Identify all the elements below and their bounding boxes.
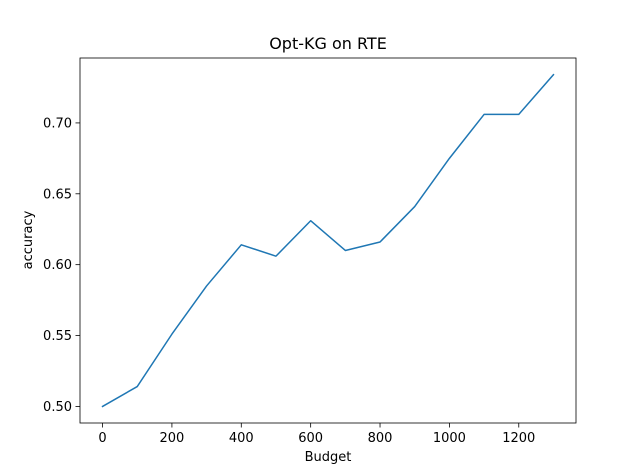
y-tick-label: 0.50 <box>43 400 72 415</box>
x-tick-label: 0 <box>98 431 106 446</box>
series-line-0 <box>101 73 555 408</box>
y-tick-label: 0.55 <box>43 329 72 344</box>
chart-title: Opt-KG on RTE <box>269 34 387 53</box>
x-axis-label: Budget <box>305 450 352 465</box>
x-tick-label: 600 <box>298 431 323 446</box>
x-tick-label: 800 <box>368 431 393 446</box>
x-tick-label: 1200 <box>502 431 535 446</box>
y-tick-label: 0.65 <box>43 187 72 202</box>
y-axis-label: accuracy <box>21 210 36 269</box>
y-tick-label: 0.70 <box>43 116 72 131</box>
x-tick-label: 1000 <box>433 431 466 446</box>
x-tick-label: 200 <box>160 431 185 446</box>
plot-area: 0 200 400 600 800 1000 1200 0.50 0.55 0.60 0.65 0.7… <box>43 57 577 446</box>
y-tick-label: 0.60 <box>43 258 72 273</box>
x-tick-label: 400 <box>229 431 254 446</box>
plot-frame <box>79 57 577 424</box>
